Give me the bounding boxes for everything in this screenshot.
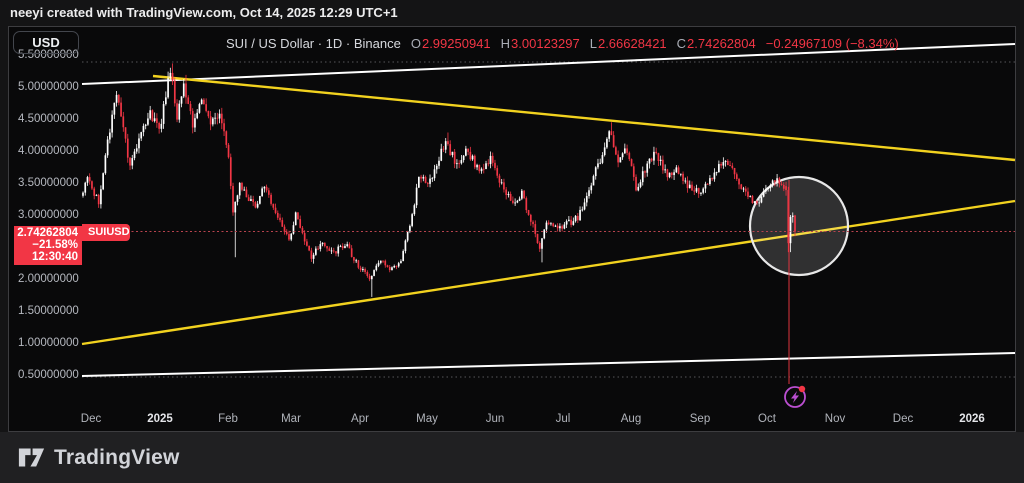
wedge-upper-trendline-yellow[interactable] xyxy=(152,74,1016,162)
ohlc-item: L2.66628421 xyxy=(589,36,667,51)
symbol-title[interactable]: SUI / US Dollar · 1D · Binance xyxy=(226,36,401,51)
tradingview-logo-icon[interactable] xyxy=(18,446,45,469)
footer-bar: TradingView xyxy=(0,432,1024,483)
current-price-value: 2.74262804 xyxy=(17,227,78,240)
current-price-label: 2.74262804 −21.58% 12:30:40 xyxy=(14,226,82,266)
symbol-header: SUI / US Dollar · 1D · Binance O2.992509… xyxy=(226,36,899,51)
wedge-lower-trendline-yellow[interactable] xyxy=(81,199,1016,346)
change-value: −0.24967109 (−8.34%) xyxy=(765,36,899,51)
ohlc-values: O2.99250941 H3.00123297 L2.66628421 C2.7426… xyxy=(411,36,756,51)
bar-countdown: 12:30:40 xyxy=(31,251,78,264)
currency-select-button[interactable]: USD xyxy=(13,31,79,54)
tradingview-logo-text[interactable]: TradingView xyxy=(54,445,180,469)
ohlc-item: H3.00123297 xyxy=(500,36,580,51)
highlight-circle-annotation[interactable] xyxy=(748,175,850,277)
candlestick-series xyxy=(82,63,796,297)
ohlc-item: C2.74262804 xyxy=(676,36,756,51)
support-line-white-lower[interactable] xyxy=(81,352,1016,377)
resistance-line-white-upper[interactable] xyxy=(81,43,1016,85)
current-price-change: −21.58% xyxy=(32,239,78,252)
event-lightning-icon[interactable] xyxy=(784,385,806,408)
ticker-tag-label: SUIUSD xyxy=(82,224,130,242)
attribution-text: neeyi created with TradingView.com, Oct … xyxy=(10,5,398,20)
ohlc-item: O2.99250941 xyxy=(410,36,491,51)
